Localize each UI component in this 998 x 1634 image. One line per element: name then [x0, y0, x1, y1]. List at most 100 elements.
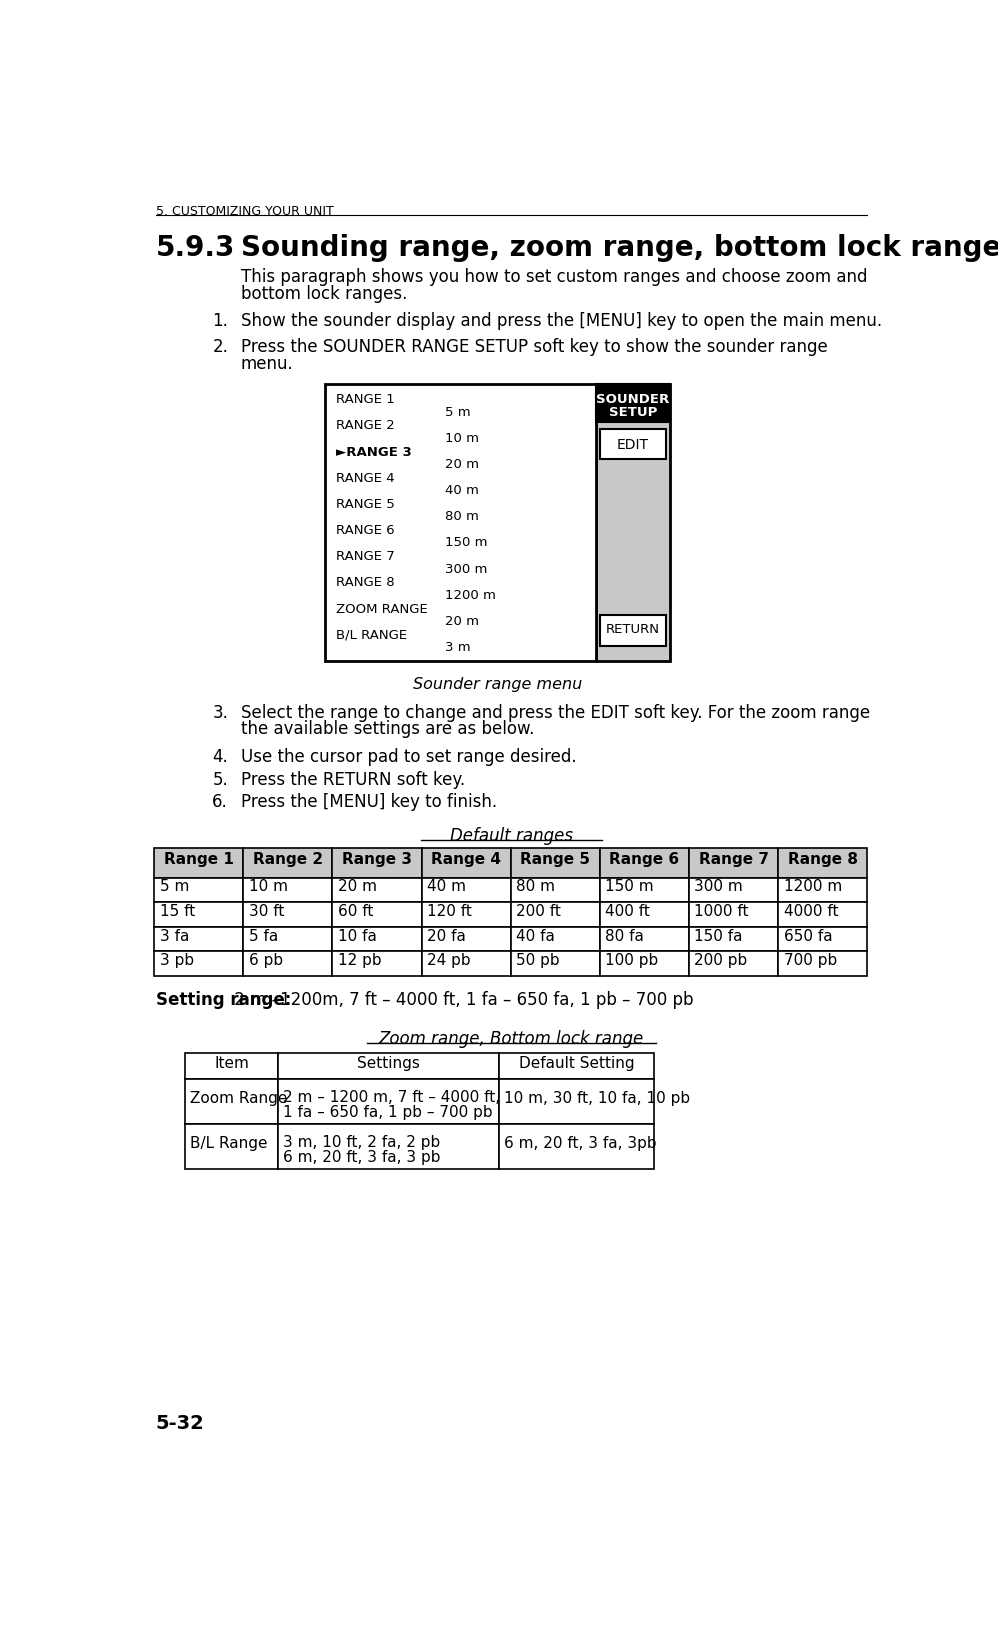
Text: 20 fa: 20 fa: [427, 928, 466, 943]
Text: 3 fa: 3 fa: [160, 928, 189, 943]
Text: 80 m: 80 m: [516, 879, 555, 894]
Bar: [186, 1080, 278, 1124]
Bar: [511, 902, 600, 926]
Text: 12 pb: 12 pb: [338, 953, 381, 969]
Bar: [155, 848, 244, 877]
Bar: [778, 877, 867, 902]
Text: Zoom Range: Zoom Range: [190, 1092, 287, 1106]
Text: 400 ft: 400 ft: [605, 904, 650, 918]
Text: Show the sounder display and press the [MENU] key to open the main menu.: Show the sounder display and press the […: [241, 312, 882, 330]
Text: Use the cursor pad to set range desired.: Use the cursor pad to set range desired.: [241, 748, 577, 766]
Bar: [499, 1124, 654, 1168]
Text: 200 pb: 200 pb: [695, 953, 748, 969]
Bar: [332, 926, 421, 951]
Bar: [186, 1052, 278, 1080]
Text: Range 3: Range 3: [342, 853, 412, 868]
Text: 10 m: 10 m: [445, 431, 479, 444]
Bar: [332, 848, 421, 877]
Bar: [600, 902, 689, 926]
Text: Range 8: Range 8: [787, 853, 857, 868]
Text: RANGE 5: RANGE 5: [335, 498, 394, 511]
Text: ZOOM RANGE: ZOOM RANGE: [335, 603, 427, 616]
Text: 15 ft: 15 ft: [160, 904, 195, 918]
Bar: [596, 384, 670, 662]
Text: 40 m: 40 m: [427, 879, 466, 894]
Bar: [421, 902, 511, 926]
Text: 650 fa: 650 fa: [783, 928, 832, 943]
Text: RANGE 1: RANGE 1: [335, 394, 394, 407]
Text: 80 m: 80 m: [445, 510, 479, 523]
Text: RANGE 4: RANGE 4: [335, 472, 394, 485]
Text: Settings: Settings: [357, 1056, 420, 1070]
Text: 3.: 3.: [213, 704, 229, 722]
Text: Range 4: Range 4: [431, 853, 501, 868]
Bar: [278, 1052, 499, 1080]
Bar: [778, 902, 867, 926]
Bar: [600, 614, 666, 645]
Text: Range 2: Range 2: [252, 853, 323, 868]
Text: SOUNDER: SOUNDER: [596, 394, 670, 407]
Bar: [324, 384, 596, 662]
Text: 40 m: 40 m: [445, 484, 479, 497]
Text: ►RANGE 3: ►RANGE 3: [335, 446, 411, 459]
Text: RANGE 6: RANGE 6: [335, 525, 394, 538]
Text: 3 m, 10 ft, 2 fa, 2 pb: 3 m, 10 ft, 2 fa, 2 pb: [282, 1134, 440, 1150]
Text: 5.: 5.: [213, 771, 229, 789]
Bar: [155, 877, 244, 902]
Bar: [499, 1080, 654, 1124]
Text: EDIT: EDIT: [617, 438, 649, 453]
Text: RANGE 7: RANGE 7: [335, 551, 394, 564]
Text: 120 ft: 120 ft: [427, 904, 472, 918]
Text: 80 fa: 80 fa: [605, 928, 644, 943]
Text: bottom lock ranges.: bottom lock ranges.: [241, 286, 407, 304]
Text: SETUP: SETUP: [609, 405, 657, 418]
Bar: [332, 902, 421, 926]
Text: 6 m, 20 ft, 3 fa, 3 pb: 6 m, 20 ft, 3 fa, 3 pb: [282, 1150, 440, 1165]
Bar: [689, 877, 778, 902]
Text: 5-32: 5-32: [156, 1413, 205, 1433]
Bar: [278, 1080, 499, 1124]
Text: B/L Range: B/L Range: [190, 1136, 267, 1150]
Text: Setting range:: Setting range:: [156, 992, 291, 1010]
Text: 300 m: 300 m: [445, 562, 487, 575]
Text: the available settings are as below.: the available settings are as below.: [241, 721, 534, 739]
Text: menu.: menu.: [241, 355, 293, 373]
Text: 3 pb: 3 pb: [160, 953, 194, 969]
Bar: [421, 926, 511, 951]
Text: 1200 m: 1200 m: [445, 588, 496, 601]
Text: 1.: 1.: [213, 312, 229, 330]
Bar: [499, 1052, 654, 1080]
Text: Zoom range, Bottom lock range: Zoom range, Bottom lock range: [379, 1029, 644, 1047]
Text: 3 m: 3 m: [445, 641, 470, 654]
Bar: [244, 926, 332, 951]
Bar: [778, 951, 867, 975]
Bar: [600, 428, 666, 459]
Text: Range 5: Range 5: [520, 853, 590, 868]
Bar: [689, 951, 778, 975]
Text: 24 pb: 24 pb: [427, 953, 471, 969]
Text: 2.: 2.: [213, 338, 229, 356]
Text: 6 m, 20 ft, 3 fa, 3pb: 6 m, 20 ft, 3 fa, 3pb: [504, 1136, 657, 1150]
Text: 4000 ft: 4000 ft: [783, 904, 838, 918]
Text: Press the SOUNDER RANGE SETUP soft key to show the sounder range: Press the SOUNDER RANGE SETUP soft key t…: [241, 338, 827, 356]
Bar: [332, 951, 421, 975]
Text: 10 fa: 10 fa: [338, 928, 377, 943]
Bar: [421, 877, 511, 902]
Bar: [421, 848, 511, 877]
Text: Select the range to change and press the EDIT soft key. For the zoom range: Select the range to change and press the…: [241, 704, 870, 722]
Text: 150 fa: 150 fa: [695, 928, 743, 943]
Text: RETURN: RETURN: [606, 623, 660, 636]
Text: 20 m: 20 m: [445, 458, 479, 471]
Text: 10 m: 10 m: [249, 879, 287, 894]
Text: Press the [MENU] key to finish.: Press the [MENU] key to finish.: [241, 792, 497, 810]
Bar: [244, 902, 332, 926]
Text: 5.9.3: 5.9.3: [156, 234, 236, 261]
Text: 2 m –1200m, 7 ft – 4000 ft, 1 fa – 650 fa, 1 pb – 700 pb: 2 m –1200m, 7 ft – 4000 ft, 1 fa – 650 f…: [230, 992, 694, 1010]
Text: 40 fa: 40 fa: [516, 928, 555, 943]
Text: 4.: 4.: [213, 748, 229, 766]
Text: B/L RANGE: B/L RANGE: [335, 629, 406, 642]
Text: Sounding range, zoom range, bottom lock range: Sounding range, zoom range, bottom lock …: [241, 234, 998, 261]
Text: 1000 ft: 1000 ft: [695, 904, 748, 918]
Bar: [600, 848, 689, 877]
Bar: [596, 384, 670, 423]
